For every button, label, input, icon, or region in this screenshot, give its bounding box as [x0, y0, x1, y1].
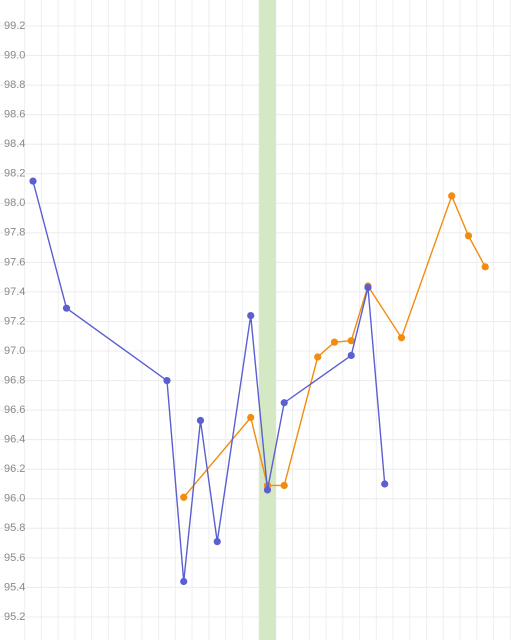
data-point: [180, 493, 188, 501]
data-point: [263, 486, 272, 494]
series-line: [32, 180, 386, 582]
y-tick-label: 98.6: [4, 109, 25, 121]
y-tick-label: 98.4: [4, 138, 25, 150]
data-point: [163, 376, 171, 385]
y-tick-label: 98.2: [4, 168, 25, 180]
y-tick-label: 97.8: [4, 227, 25, 239]
y-tick-label: 95.2: [4, 611, 25, 623]
y-tick-label: 97.0: [4, 345, 25, 357]
data-point: [62, 304, 71, 312]
data-point: [364, 283, 372, 292]
data-point: [213, 538, 221, 546]
data-point: [448, 192, 456, 200]
y-tick-label: 95.8: [4, 522, 25, 534]
y-tick-label: 98.8: [4, 79, 25, 91]
series-line: [183, 193, 486, 498]
data-point: [330, 338, 339, 346]
y-tick-label: 96.4: [4, 434, 25, 446]
data-point: [481, 263, 489, 271]
data-point: [314, 353, 322, 361]
highlight-band: [259, 0, 276, 640]
data-point: [280, 481, 288, 490]
data-point: [347, 337, 355, 345]
data-point: [247, 311, 255, 320]
y-tick-label: 95.6: [4, 552, 25, 564]
y-tick-label: 96.6: [4, 404, 25, 416]
data-point: [280, 399, 288, 407]
y-tick-label: 96.2: [4, 463, 25, 475]
data-point: [464, 232, 473, 240]
data-point: [347, 351, 355, 360]
y-tick-label: 99.2: [4, 20, 25, 32]
data-point: [397, 334, 406, 342]
y-tick-label: 99.0: [4, 49, 25, 61]
data-point: [247, 413, 255, 422]
y-tick-label: 95.4: [4, 581, 25, 593]
data-point: [29, 177, 37, 185]
y-tick-label: 97.4: [4, 286, 25, 298]
data-point: [180, 577, 188, 586]
y-tick-label: 98.0: [4, 197, 25, 209]
y-tick-label: 96.0: [4, 493, 25, 505]
data-point: [381, 480, 389, 488]
y-tick-label: 97.6: [4, 256, 25, 268]
y-tick-label: 96.8: [4, 374, 25, 386]
y-tick-label: 97.2: [4, 315, 25, 327]
data-point: [196, 416, 205, 425]
